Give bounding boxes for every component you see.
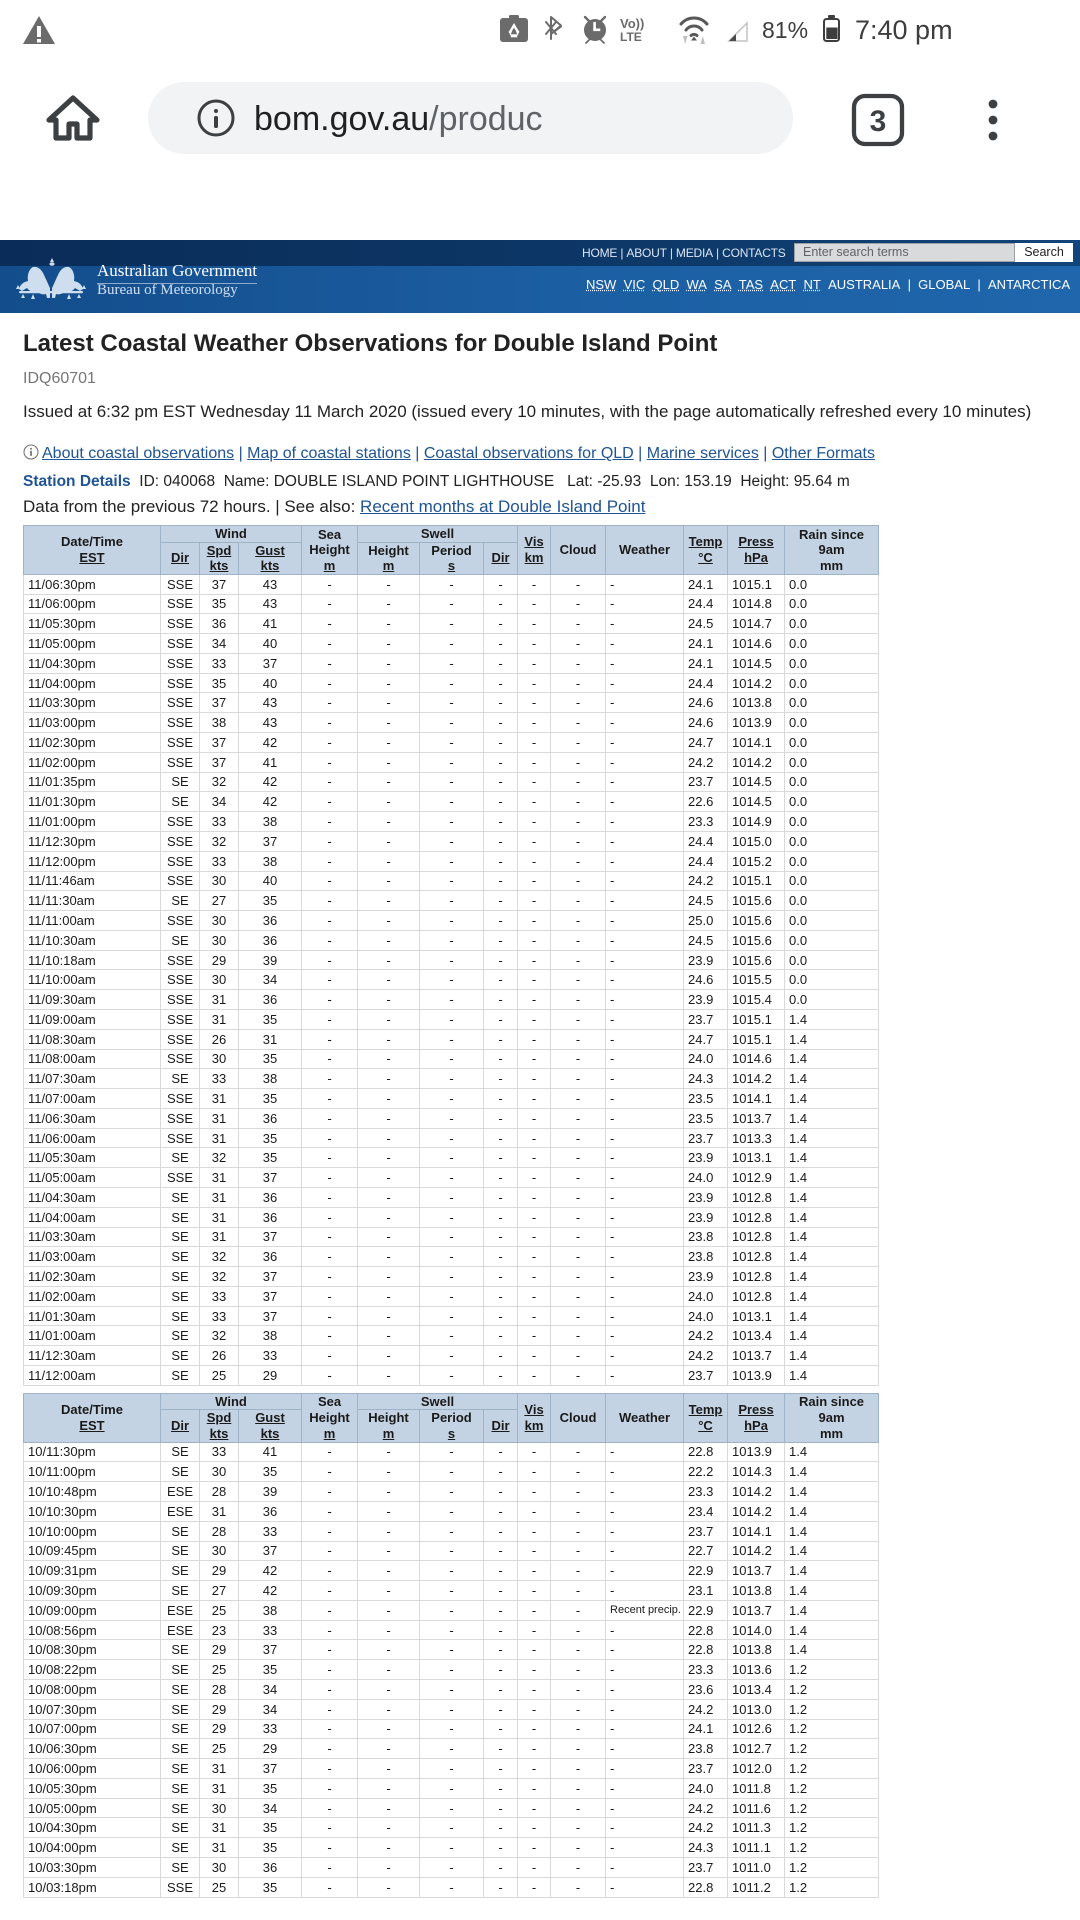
svg-text:3: 3 bbox=[870, 105, 887, 138]
svg-text:LTE: LTE bbox=[620, 30, 642, 44]
svg-text:7:40 pm: 7:40 pm bbox=[855, 15, 953, 45]
svg-text:81%: 81% bbox=[762, 17, 808, 43]
svg-text:Vo)): Vo)) bbox=[620, 16, 644, 31]
